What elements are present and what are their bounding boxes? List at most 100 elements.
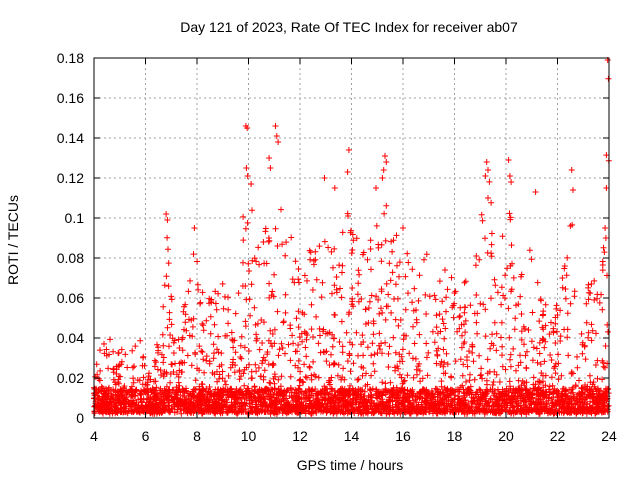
data-point: [589, 327, 596, 334]
data-point: [246, 400, 253, 407]
data-point: [456, 405, 463, 412]
data-point: [405, 290, 411, 297]
data-point: [230, 392, 237, 399]
data-point: [331, 360, 337, 366]
data-point: [416, 272, 423, 279]
data-point: [350, 360, 357, 367]
data-point: [482, 333, 489, 340]
data-point: [133, 387, 140, 393]
data-point: [433, 385, 440, 392]
data-point: [329, 290, 335, 297]
data-point: [542, 301, 549, 308]
data-point: [315, 399, 322, 406]
data-point: [541, 394, 548, 401]
data-point: [378, 340, 385, 347]
data-point: [359, 332, 366, 339]
data-point: [271, 391, 278, 398]
data-point: [203, 357, 210, 364]
data-point: [403, 409, 410, 415]
data-point: [522, 394, 528, 401]
data-point: [466, 377, 473, 384]
data-point: [399, 400, 406, 407]
data-point: [592, 407, 599, 414]
data-point: [382, 153, 388, 159]
data-point: [394, 363, 401, 370]
data-point: [144, 381, 151, 388]
data-point: [199, 289, 206, 296]
data-point: [310, 334, 316, 340]
data-point: [337, 285, 343, 292]
data-point: [422, 291, 429, 298]
data-point: [540, 308, 547, 315]
data-point: [400, 225, 406, 231]
data-point: [548, 374, 555, 381]
data-point: [531, 406, 538, 413]
data-point: [129, 392, 136, 399]
data-point: [495, 405, 501, 412]
data-point: [551, 402, 558, 408]
data-point: [303, 353, 310, 360]
data-point: [112, 408, 119, 415]
data-point: [379, 396, 386, 403]
data-point: [260, 354, 267, 361]
data-point: [113, 408, 120, 415]
data-point: [219, 368, 226, 375]
data-point: [383, 303, 390, 310]
data-point: [206, 360, 213, 367]
data-point: [215, 349, 222, 356]
data-point: [295, 357, 302, 364]
data-point: [320, 348, 327, 355]
data-point: [491, 319, 498, 326]
data-point: [180, 308, 187, 315]
data-point: [358, 296, 365, 302]
axes: [93, 57, 610, 419]
data-point: [358, 400, 365, 406]
data-point: [229, 402, 236, 408]
data-point: [401, 377, 408, 384]
data-point: [362, 321, 369, 327]
data-point: [594, 375, 601, 382]
data-point: [523, 408, 530, 415]
data-point: [175, 400, 182, 406]
data-point: [380, 167, 387, 173]
data-point: [281, 408, 287, 415]
data-point: [503, 385, 510, 392]
data-point: [454, 328, 461, 335]
data-point: [382, 339, 389, 346]
data-point: [491, 276, 498, 283]
data-point: [211, 350, 217, 357]
data-point: [168, 321, 175, 328]
data-point: [216, 371, 223, 378]
y-axis-label: ROTI / TECUs: [5, 195, 21, 285]
data-point: [600, 244, 607, 251]
data-point: [562, 286, 569, 292]
data-point: [97, 347, 103, 354]
data-point: [317, 349, 324, 356]
data-point: [551, 385, 558, 392]
data-point: [564, 392, 571, 399]
data-point: [433, 360, 440, 367]
data-point: [584, 408, 591, 414]
data-point: [216, 409, 223, 415]
data-point: [336, 339, 343, 345]
data-point: [153, 396, 160, 403]
data-point: [276, 389, 283, 396]
data-point: [574, 408, 581, 415]
data-point: [441, 395, 448, 402]
data-point: [383, 404, 390, 411]
data-point: [392, 367, 399, 374]
data-point: [599, 258, 606, 265]
data-point: [292, 362, 299, 369]
data-point: [454, 401, 461, 408]
data-point: [534, 279, 541, 286]
data-point: [228, 329, 235, 336]
data-point: [549, 382, 556, 389]
data-point: [598, 291, 605, 298]
data-point: [241, 382, 248, 389]
data-point: [163, 273, 170, 280]
data-point: [517, 293, 524, 300]
data-point: [218, 397, 225, 404]
data-point: [138, 399, 145, 406]
data-point: [366, 298, 373, 305]
data-point: [559, 404, 566, 411]
